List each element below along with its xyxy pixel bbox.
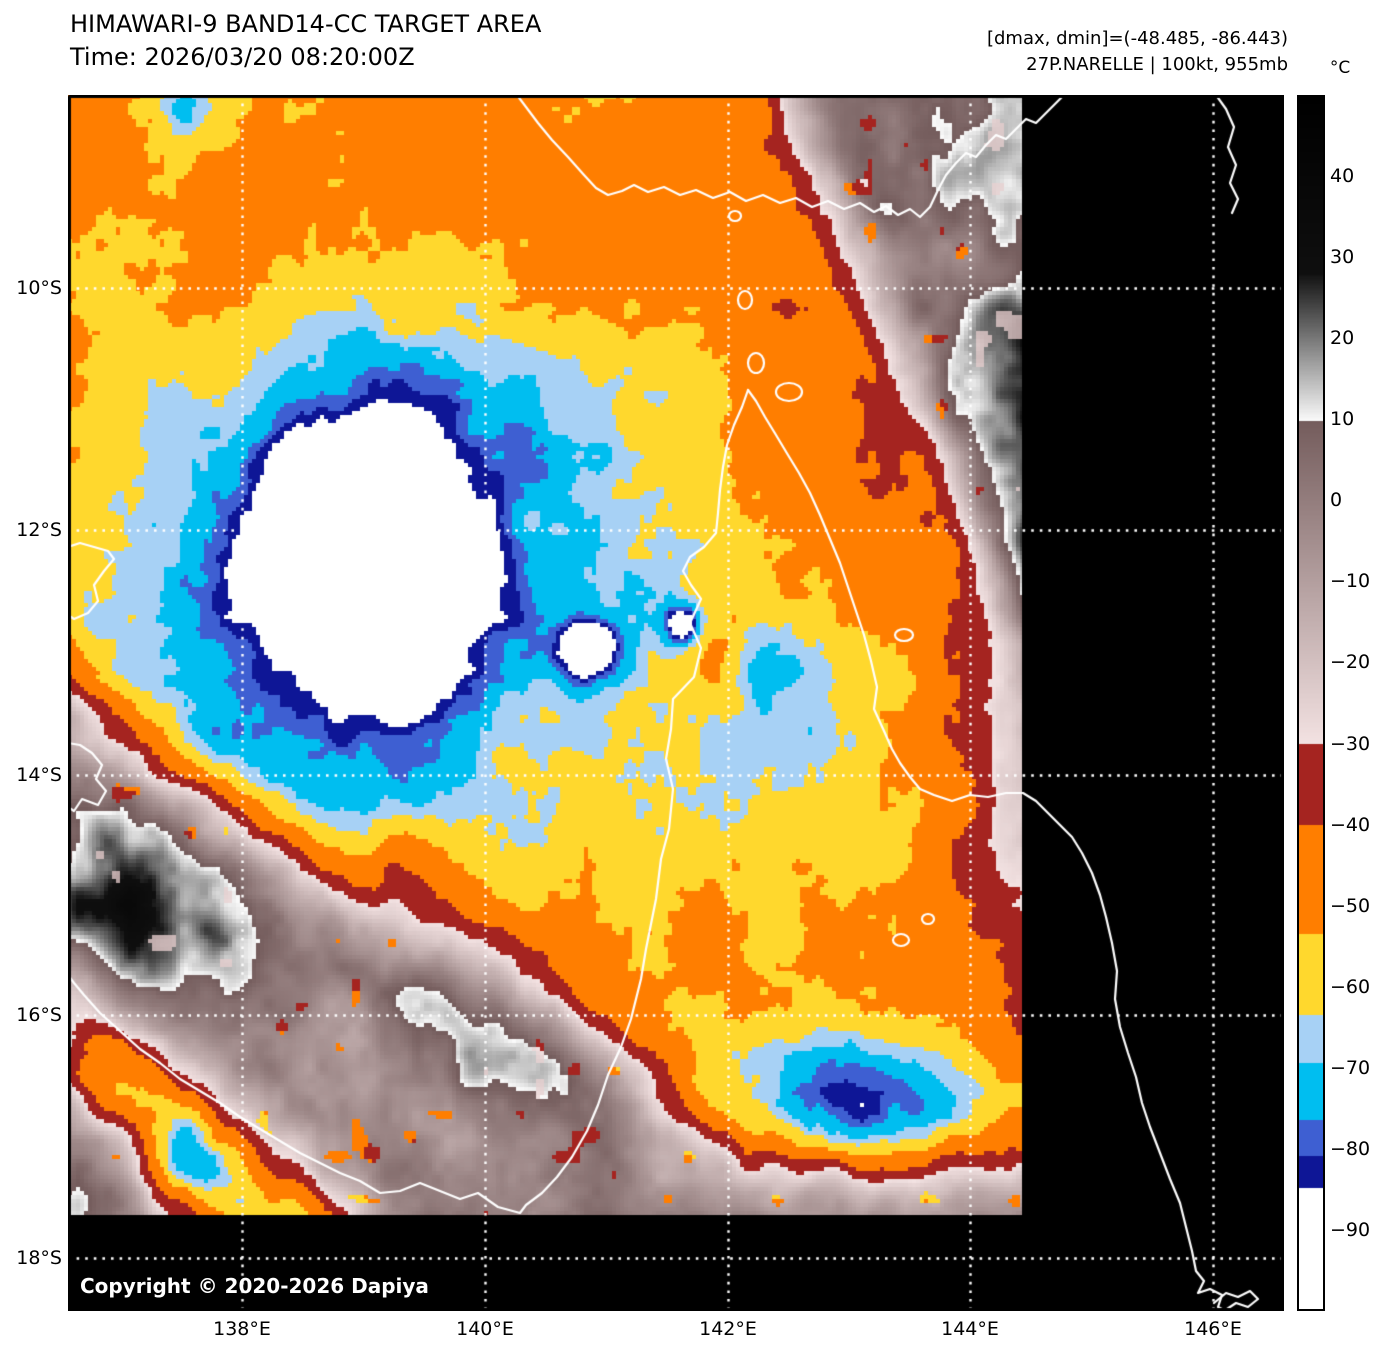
colorbar-tick-label: 30: [1330, 246, 1355, 269]
annotation-storm-info: 27P.NARELLE | 100kt, 955mb: [1026, 54, 1288, 75]
colorbar-tick-label: −30: [1330, 732, 1371, 755]
colorbar-tick-label: −90: [1330, 1218, 1371, 1241]
colorbar-tick-label: −20: [1330, 651, 1371, 674]
annotation-dmax-dmin: [dmax, dmin]=(-48.485, -86.443): [986, 28, 1288, 49]
latitude-tick-label: 12°S: [16, 519, 62, 541]
colorbar-unit-label: °C: [1329, 58, 1351, 78]
colorbar-tick-label: 0: [1330, 489, 1343, 512]
colorbar-tick-label: 40: [1330, 165, 1355, 188]
copyright-watermark: Copyright © 2020-2026 Dapiya: [80, 1274, 429, 1298]
colorbar-tick-label: −40: [1330, 813, 1371, 836]
colorbar-tick-label: 20: [1330, 327, 1355, 350]
latitude-tick-label: 18°S: [16, 1247, 62, 1269]
figure-title: HIMAWARI-9 BAND14-CC TARGET AREA: [70, 10, 542, 38]
colorbar-tick-label: −60: [1330, 975, 1371, 998]
colorbar: [1297, 95, 1325, 1311]
longitude-tick-label: 140°E: [456, 1318, 514, 1340]
longitude-tick-label: 144°E: [941, 1318, 999, 1340]
latitude-tick-label: 10°S: [16, 277, 62, 299]
colorbar-tick-label: −80: [1330, 1137, 1371, 1160]
colorbar-tick-label: −10: [1330, 570, 1371, 593]
satellite-map-image: [68, 95, 1284, 1311]
longitude-tick-label: 138°E: [213, 1318, 271, 1340]
longitude-tick-label: 142°E: [699, 1318, 757, 1340]
latitude-tick-label: 14°S: [16, 764, 62, 786]
longitude-tick-label: 146°E: [1184, 1318, 1242, 1340]
colorbar-tick-label: 10: [1330, 408, 1355, 431]
latitude-tick-label: 16°S: [16, 1004, 62, 1026]
annotation-block: [dmax, dmin]=(-48.485, -86.443) 27P.NARE…: [987, 26, 1288, 78]
title-block: HIMAWARI-9 BAND14-CC TARGET AREA Time: 2…: [70, 8, 541, 74]
figure-timestamp: Time: 2026/03/20 08:20:00Z: [70, 43, 415, 71]
colorbar-tick-label: −70: [1330, 1056, 1371, 1079]
colorbar-tick-label: −50: [1330, 894, 1371, 917]
